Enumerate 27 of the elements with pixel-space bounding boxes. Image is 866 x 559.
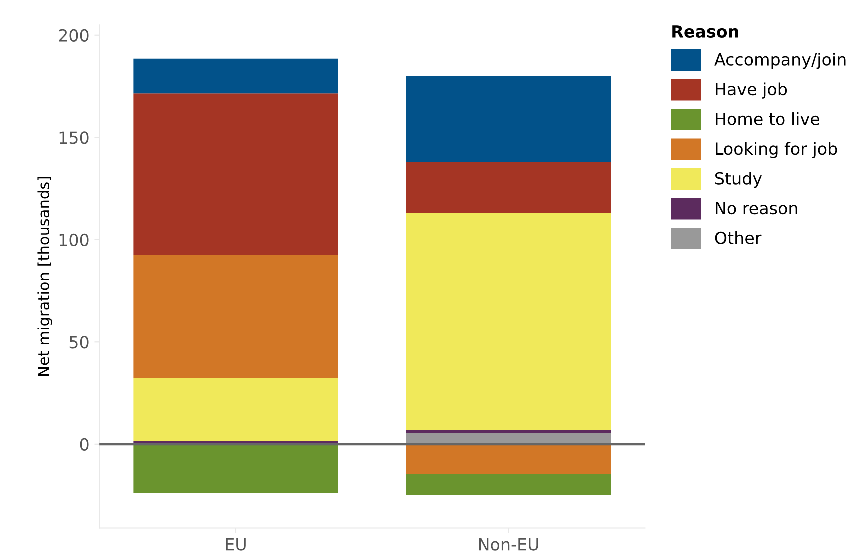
bar xyxy=(406,430,612,434)
y-tick-label: 50 xyxy=(70,336,89,349)
legend-title: Reason xyxy=(672,26,738,38)
bar xyxy=(134,378,338,442)
legend-label: Home to live xyxy=(716,112,820,126)
bar xyxy=(134,255,338,378)
y-axis-title: Net migration [thousands] xyxy=(38,177,52,376)
x-tick-label: Non-EU xyxy=(479,538,538,551)
y-tick-label: 100 xyxy=(60,234,89,246)
legend-label: Study xyxy=(716,172,762,188)
bar xyxy=(406,474,612,496)
bar xyxy=(406,162,612,214)
x-tick-label: EU xyxy=(226,538,246,551)
legend-label: No reason xyxy=(716,202,798,215)
y-tick-label: 150 xyxy=(60,132,89,144)
legend-label: Have job xyxy=(716,82,788,99)
bar xyxy=(134,444,338,494)
legend-label: Accompany/join xyxy=(714,53,846,70)
bar xyxy=(406,213,612,430)
legend-label: Looking for job xyxy=(716,142,838,158)
legend-label: Other xyxy=(715,232,762,244)
y-tick-label: 0 xyxy=(80,438,89,451)
bar xyxy=(134,58,338,94)
bar xyxy=(134,94,338,256)
bar xyxy=(406,444,612,474)
bar xyxy=(406,76,612,162)
y-tick-label: 200 xyxy=(59,29,89,42)
